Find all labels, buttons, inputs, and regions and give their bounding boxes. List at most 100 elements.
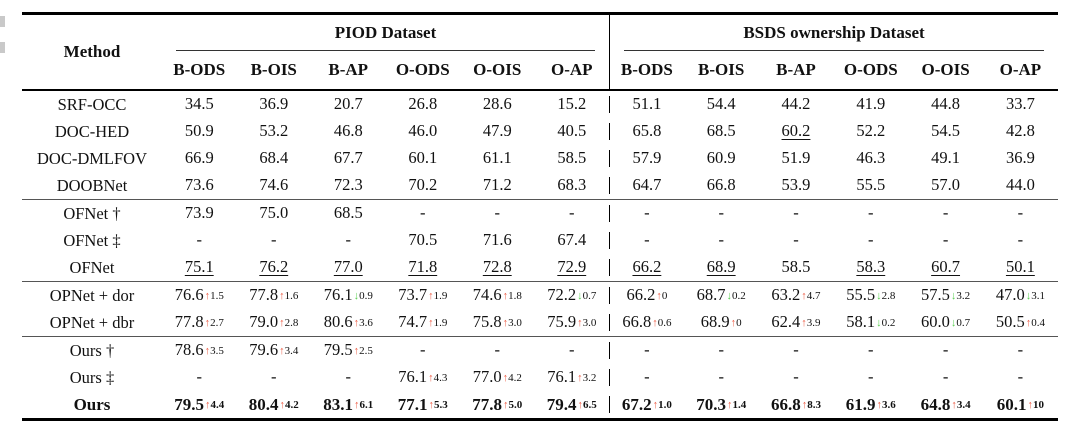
value-cell: 58.1 ↓0.2 xyxy=(833,314,908,331)
group-header-bsds-label: BSDS ownership Dataset xyxy=(743,23,925,42)
value-cell: - xyxy=(684,342,759,359)
method-cell: OFNet † xyxy=(63,203,121,223)
value-cell: 66.8 ↑8.3 xyxy=(759,396,834,413)
value-cell: 78.6 ↑3.5 xyxy=(162,342,237,359)
metric-value: 34.5 xyxy=(184,94,214,114)
value-cell: 41.9 xyxy=(833,96,908,113)
value-cell: 61.9 ↑3.6 xyxy=(833,396,908,413)
value-cell: 50.5 ↑0.4 xyxy=(983,314,1058,331)
value-cell: 65.8 xyxy=(609,123,684,140)
up-arrow-icon: ↑ xyxy=(204,344,211,357)
method-cell: OFNet ‡ xyxy=(63,230,121,250)
delta-value: 5.3 xyxy=(434,398,448,411)
value-cell: 47.0 ↓3.1 xyxy=(983,287,1058,304)
delta-value: 3.2 xyxy=(956,289,971,302)
value-cell: - xyxy=(162,369,237,386)
value-cell: - xyxy=(386,342,461,359)
method-cell: Ours ‡ xyxy=(69,367,115,387)
value-cell: - xyxy=(983,205,1058,222)
metric-value: 55.5 xyxy=(846,285,876,305)
delta-value: 2.8 xyxy=(284,316,299,329)
up-arrow-icon: ↑ xyxy=(726,398,733,411)
value-cell: - xyxy=(609,205,684,222)
metric-value: 47.9 xyxy=(482,121,512,141)
value-cell: 66.2 xyxy=(609,259,684,276)
value-cell: 79.5 ↑2.5 xyxy=(311,342,386,359)
up-arrow-icon: ↑ xyxy=(205,398,211,411)
metric-value: 68.5 xyxy=(706,121,736,141)
metric-value: 71.2 xyxy=(482,175,512,195)
down-arrow-icon: ↓ xyxy=(1025,289,1032,302)
metric-value: - xyxy=(942,340,949,360)
value-cell: 55.5 xyxy=(833,177,908,194)
method-cell: DOOBNet xyxy=(56,175,128,195)
metric-value: 71.6 xyxy=(482,230,512,250)
metric-value: 76.1 xyxy=(547,367,577,387)
delta-value: 1.9 xyxy=(433,316,448,329)
table-row: OPNet + dor 76.6 ↑1.5 77.8 ↑1.6 76.1 ↓0.9 73.7 ↑… xyxy=(22,282,1058,309)
metric-value: 70.5 xyxy=(408,230,438,250)
up-arrow-icon: ↑ xyxy=(730,316,737,329)
column-header-bsds-b-ap: B-AP xyxy=(776,60,816,79)
up-arrow-icon: ↑ xyxy=(1027,398,1034,411)
metric-value: - xyxy=(196,367,203,387)
value-cell: 46.8 xyxy=(311,123,386,140)
metric-value: 26.8 xyxy=(408,94,438,114)
metric-value: 61.9 xyxy=(845,395,876,414)
value-cell: - xyxy=(684,232,759,249)
value-cell: 67.4 xyxy=(535,232,610,249)
metric-value: 57.9 xyxy=(632,148,662,168)
up-arrow-icon: ↑ xyxy=(354,398,360,411)
delta-value: 3.9 xyxy=(806,316,821,329)
metric-value: 79.0 xyxy=(249,312,279,332)
table-row: OFNet ‡ - - - 70.5 71.6 67.4 - - - - - - xyxy=(22,227,1058,254)
value-cell: 79.6 ↑3.4 xyxy=(237,342,312,359)
value-cell: - xyxy=(983,232,1058,249)
value-cell: 79.4 ↑6.5 xyxy=(535,396,610,413)
metric-value: - xyxy=(1017,367,1024,387)
up-arrow-icon: ↑ xyxy=(801,316,807,329)
metric-value: 70.2 xyxy=(408,175,438,195)
value-cell: 79.5 ↑4.4 xyxy=(162,396,237,413)
up-arrow-icon: ↑ xyxy=(428,289,434,302)
metric-value: - xyxy=(345,367,352,387)
metric-value: 67.2 xyxy=(621,395,652,414)
group-header-piod-label: PIOD Dataset xyxy=(334,23,437,42)
value-cell: 72.8 xyxy=(460,259,535,276)
method-cell: OPNet + dor xyxy=(49,285,135,305)
metric-value: 40.5 xyxy=(557,121,587,141)
column-header-bsds-b-ois: B-OIS xyxy=(698,60,745,79)
delta-value: 4.4 xyxy=(210,398,225,411)
value-cell: 64.8 ↑3.4 xyxy=(908,396,983,413)
group-header-bsds: BSDS ownership Dataset xyxy=(609,15,1058,51)
metric-value: 79.6 xyxy=(249,340,279,360)
value-cell: - xyxy=(460,205,535,222)
metric-value: 66.8 xyxy=(706,175,736,195)
value-cell: - xyxy=(833,369,908,386)
up-arrow-icon: ↑ xyxy=(279,398,286,411)
metric-value: 58.5 xyxy=(781,257,811,277)
value-cell: 70.5 xyxy=(386,232,461,249)
delta-value: 1.6 xyxy=(284,289,299,302)
metric-value: - xyxy=(494,340,501,360)
metric-value: - xyxy=(793,340,799,360)
delta-value: 1.4 xyxy=(732,398,747,411)
value-cell: 71.2 xyxy=(460,177,535,194)
table-row: DOC-DMLFOV 66.9 68.4 67.7 60.1 61.1 58.5 57.9 60… xyxy=(22,145,1058,172)
delta-value: 1.9 xyxy=(433,289,448,302)
value-cell: 68.5 xyxy=(311,205,386,222)
metric-value: 36.9 xyxy=(259,94,289,114)
value-cell: - xyxy=(983,369,1058,386)
value-cell: 83.1 ↑6.1 xyxy=(311,396,386,413)
value-cell: - xyxy=(237,232,312,249)
delta-value: 8.3 xyxy=(807,398,821,411)
value-cell: - xyxy=(609,369,684,386)
up-arrow-icon: ↑ xyxy=(279,289,285,302)
up-arrow-icon: ↑ xyxy=(1025,316,1032,329)
delta-value: 4.2 xyxy=(508,371,522,384)
method-cell: DOC-HED xyxy=(54,121,130,141)
metric-value: 80.6 xyxy=(323,312,353,332)
metric-value: 64.8 xyxy=(920,395,951,414)
down-arrow-icon: ↓ xyxy=(876,316,882,329)
value-cell: 73.6 xyxy=(162,177,237,194)
